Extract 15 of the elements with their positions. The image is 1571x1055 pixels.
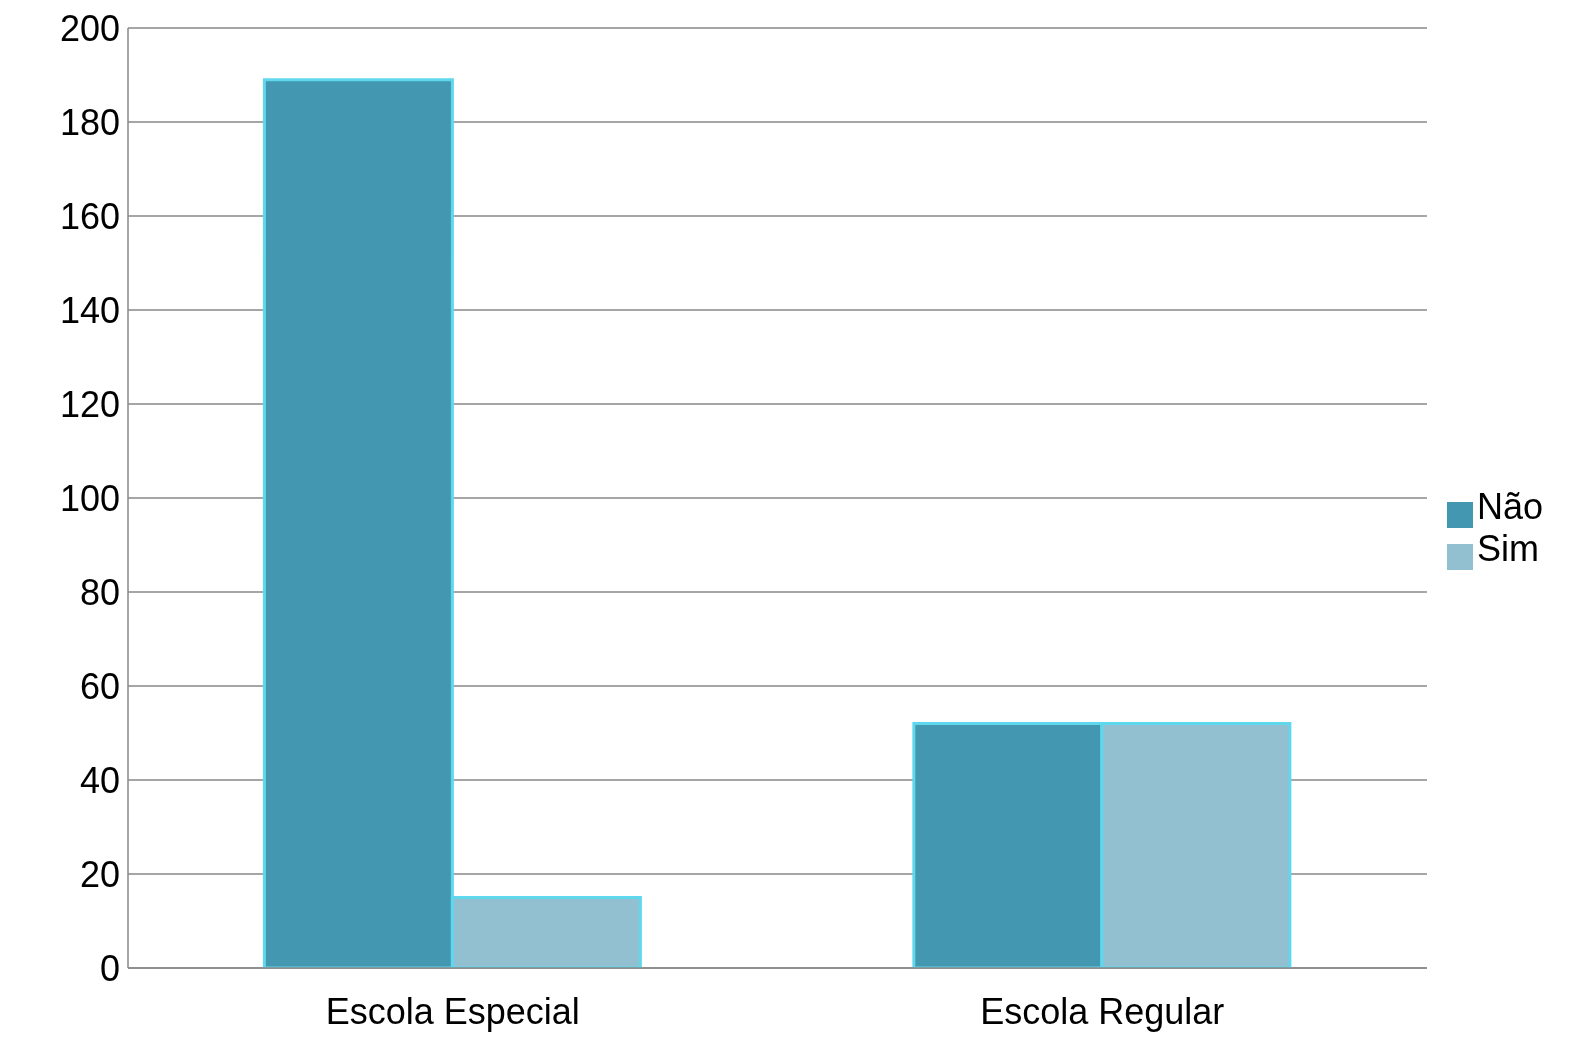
- y-tick-label: 140: [59, 289, 120, 331]
- y-tick-label: 40: [79, 759, 120, 801]
- y-tick-label: 80: [79, 571, 120, 613]
- y-tick-label: 100: [59, 477, 120, 519]
- y-tick-label: 20: [79, 853, 120, 895]
- x-tick-label: Escola Regular: [980, 990, 1225, 1032]
- y-tick-label: 200: [59, 7, 120, 49]
- y-tick-label: 0: [99, 947, 120, 989]
- legend-label: Sim: [1476, 528, 1539, 569]
- y-tick-label: 180: [59, 101, 120, 143]
- y-tick-label: 160: [59, 195, 120, 237]
- y-tick-label: 60: [79, 665, 120, 707]
- legend-label: Não: [1476, 486, 1543, 527]
- x-tick-label: Escola Especial: [325, 990, 580, 1032]
- y-tick-label: 120: [59, 383, 120, 425]
